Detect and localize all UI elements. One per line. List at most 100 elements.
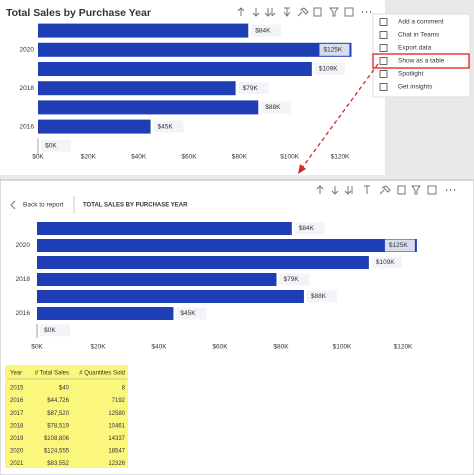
- value-label: $109K: [319, 66, 338, 73]
- value-label: $125K: [389, 242, 408, 249]
- icon-focus: [427, 185, 437, 195]
- value-label: $84K: [255, 27, 271, 34]
- value-label: $79K: [283, 276, 299, 283]
- toolbar-top: [237, 7, 371, 17]
- table-background: [5, 365, 128, 468]
- icon-up: [316, 185, 324, 194]
- icon-copy: [397, 185, 406, 195]
- icon-up: [237, 7, 245, 16]
- icon-pin: [379, 185, 391, 195]
- menu-item[interactable]: Show as a table: [398, 58, 445, 65]
- x-tick-label: $0K: [32, 154, 44, 161]
- table-cell: 10461: [108, 423, 125, 429]
- icon-filter: [411, 185, 421, 195]
- y-tick-label: 2018: [20, 85, 35, 92]
- table-cell: $87,520: [47, 411, 69, 417]
- icon-focus: [344, 7, 354, 17]
- table-cell: $83,552: [47, 461, 69, 467]
- menu-item[interactable]: Add a comment: [398, 19, 444, 26]
- value-label-bg: [176, 307, 207, 320]
- value-label-bg: [319, 43, 350, 56]
- table-cell: 2017: [10, 411, 24, 417]
- value-label-bg: [261, 101, 292, 114]
- highlight-box: [372, 53, 470, 69]
- value-label-bg: [153, 120, 184, 133]
- bar: [37, 239, 417, 252]
- table-cell: $108,806: [44, 436, 70, 442]
- menu-item[interactable]: Spotlight: [398, 71, 423, 78]
- y-tick-label: 2016: [20, 123, 35, 130]
- icon-drill: [364, 185, 370, 194]
- icon-down: [331, 186, 339, 195]
- x-tick-label: $80K: [232, 154, 248, 161]
- x-tick-label: $40K: [131, 154, 147, 161]
- menu-items: Add a comment Chat in Teams Export data Sho…: [379, 18, 445, 91]
- x-tick-label: $100K: [333, 344, 352, 351]
- table-cell: 2016: [10, 398, 24, 404]
- x-tick-label: $120K: [394, 344, 413, 351]
- table-cell: 14337: [108, 436, 125, 442]
- value-label-bg: [279, 273, 310, 286]
- icon-back: [10, 200, 16, 210]
- x-tick-label: $60K: [181, 154, 197, 161]
- icon-expand: [264, 8, 276, 17]
- value-label: $45K: [158, 123, 174, 130]
- value-label: $0K: [45, 143, 57, 150]
- x-tick-label: $120K: [331, 154, 350, 161]
- table-cell: 2018: [10, 423, 24, 429]
- data-table: Year # Total Sales # Quantities Sold 2015 $4…: [7, 371, 127, 467]
- bar: [38, 23, 249, 38]
- table-header: # Total Sales: [35, 371, 69, 377]
- back-link[interactable]: Back to report: [23, 202, 64, 209]
- menu-icon: [379, 18, 388, 26]
- value-label-bg: [384, 239, 415, 252]
- bar: [38, 100, 259, 115]
- bar: [37, 307, 174, 320]
- table-cell: 2019: [10, 436, 24, 442]
- value-label-bg: [371, 256, 402, 269]
- x-tick-label: $100K: [280, 154, 299, 161]
- x-tick-label: $40K: [151, 344, 167, 351]
- icon-copy: [313, 7, 322, 17]
- menu-icon: [379, 31, 388, 39]
- value-label: $109K: [376, 259, 395, 266]
- y-tick-label: 2020: [16, 242, 31, 249]
- x-tick-label: $60K: [212, 344, 228, 351]
- table-cell: 8: [122, 386, 126, 392]
- table-header: # Quantities Sold: [79, 371, 125, 377]
- value-label-bg: [238, 82, 269, 95]
- bar: [38, 42, 352, 57]
- menu-item[interactable]: Get insights: [398, 84, 433, 91]
- y-tick-label: 2018: [16, 276, 31, 283]
- value-label-bg: [306, 290, 337, 303]
- value-label: $88K: [311, 293, 327, 300]
- value-label: $79K: [243, 85, 259, 92]
- bar: [37, 222, 292, 235]
- menu-item[interactable]: Export data: [398, 45, 432, 52]
- bar: [37, 273, 277, 286]
- value-label-bg: [314, 63, 345, 75]
- table-cell: 2015: [10, 386, 24, 392]
- value-label: $125K: [323, 47, 342, 54]
- x-tick-label: $0K: [31, 344, 43, 351]
- icon-filter: [329, 7, 339, 17]
- value-label: $84K: [299, 225, 315, 232]
- table-cell: $78,519: [47, 423, 69, 429]
- menu-item[interactable]: Chat in Teams: [398, 32, 440, 39]
- value-label: $88K: [265, 104, 281, 111]
- bar: [37, 290, 304, 303]
- y-tick-label: 2020: [20, 47, 35, 54]
- icon-pin: [297, 7, 309, 17]
- dashed-arrow: [301, 63, 379, 169]
- value-label-bg: [251, 24, 282, 37]
- icon-drill: [283, 7, 291, 17]
- chart-title: TOTAL SALES BY PURCHASE YEAR: [83, 203, 188, 209]
- menu-icon: [379, 70, 388, 78]
- menu-icon: [379, 44, 388, 52]
- value-label-bg: [41, 139, 72, 152]
- value-label-bg: [40, 324, 71, 337]
- table-cell: 12326: [108, 461, 125, 467]
- toolbar-bottom: [10, 185, 455, 210]
